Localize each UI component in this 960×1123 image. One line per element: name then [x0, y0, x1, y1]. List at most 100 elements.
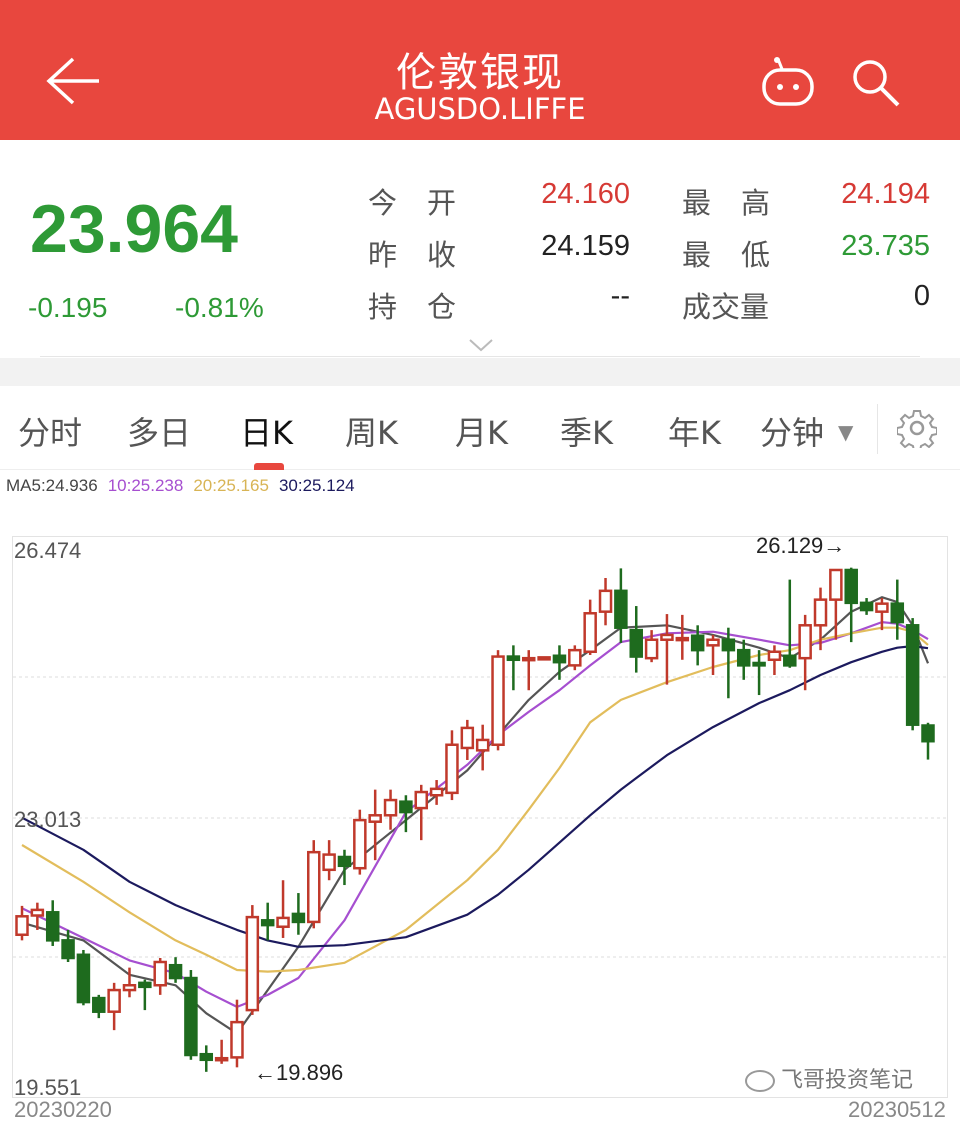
candle-body [644, 638, 659, 660]
candle [829, 568, 843, 640]
candle-body [583, 612, 597, 654]
candle-body [690, 634, 705, 652]
candle [230, 999, 244, 1068]
candle [445, 730, 459, 801]
candle-body [537, 656, 551, 661]
tab-quarterly-k[interactable]: 季K [560, 414, 613, 452]
candle [875, 598, 889, 631]
candle-body [368, 814, 382, 823]
candle [337, 849, 352, 886]
candle-body [337, 855, 352, 868]
candle [614, 568, 628, 643]
candle [291, 893, 306, 935]
candle [414, 784, 429, 841]
candle [260, 902, 275, 941]
candle-body [199, 1052, 214, 1062]
candle-body [798, 624, 812, 660]
candle [491, 650, 505, 751]
field-label: 最低 [682, 238, 801, 272]
volume-value: 0 [913, 280, 930, 312]
candle [15, 905, 29, 941]
low-value: 23.735 [841, 230, 930, 262]
page-title: 伦敦银现 [396, 50, 564, 96]
tab-yearly-k[interactable]: 年K [668, 414, 721, 452]
candle-body [307, 850, 321, 924]
candle-body [721, 638, 736, 652]
candle [399, 795, 413, 833]
divider [877, 404, 878, 454]
y-tick-label: 19.551 [14, 1075, 82, 1100]
candle-body [475, 738, 490, 752]
symbol-code: AGUSDO.LIFFE [374, 92, 586, 126]
search-icon[interactable] [850, 57, 904, 109]
tab-intraday[interactable]: 分时 [18, 414, 83, 452]
candle [844, 567, 858, 643]
candle-body [829, 568, 843, 601]
candle-body [890, 602, 905, 624]
candle-body [61, 939, 75, 960]
robot-icon[interactable] [760, 55, 816, 109]
candle [153, 957, 167, 995]
top-bar: 伦敦银现 AGUSDO.LIFFE [0, 0, 960, 140]
candle [629, 606, 643, 673]
tab-monthly-k[interactable]: 月K [455, 414, 508, 452]
ma5-value: MA5:24.936 [6, 476, 98, 495]
candle [568, 645, 582, 671]
candle [276, 880, 290, 938]
active-tab-indicator [254, 463, 284, 470]
candle [675, 614, 690, 660]
candle-body [875, 602, 889, 613]
candle [721, 627, 736, 699]
candle [660, 614, 674, 685]
candle-body [629, 628, 643, 658]
candle-body [260, 919, 275, 927]
candle-body [414, 790, 429, 810]
tab-minute[interactable]: 分钟 [760, 414, 825, 452]
candle [168, 957, 183, 983]
candle [368, 789, 382, 861]
candle [92, 994, 106, 1019]
candle [537, 656, 551, 661]
y-tick-label: 26.474 [14, 538, 82, 563]
high-value: 24.194 [841, 178, 930, 210]
candle-body [752, 661, 766, 667]
candle [138, 979, 152, 1011]
candle [783, 579, 797, 668]
candle-body [122, 984, 137, 992]
candle [506, 645, 521, 691]
candle-body [767, 650, 782, 662]
candle [214, 1039, 229, 1064]
candle [30, 902, 45, 930]
tab-multi-day[interactable]: 多日 [127, 414, 192, 452]
open-value: 24.160 [541, 178, 630, 210]
candle [76, 949, 91, 1006]
gear-icon[interactable] [897, 408, 937, 448]
ma30-value: 30:25.124 [278, 476, 355, 495]
dropdown-triangle-icon[interactable]: ▼ [838, 420, 854, 444]
candle-body [245, 915, 260, 1012]
candle [767, 645, 782, 676]
candle [107, 982, 121, 1031]
chevron-down-icon[interactable] [468, 338, 494, 352]
candle-body [614, 589, 628, 629]
price-change: -0.195 [28, 292, 108, 323]
candle [583, 599, 597, 655]
tab-daily-k[interactable]: 日K [240, 414, 293, 452]
kline-chart-frame[interactable] [12, 536, 948, 1098]
candle-body [353, 818, 367, 870]
candle-body [521, 656, 536, 662]
candle-body [291, 912, 306, 924]
field-label: 持仓 [368, 290, 487, 324]
candle [752, 650, 766, 696]
candle [521, 650, 536, 691]
arrow-left-icon[interactable] [45, 55, 101, 107]
candle-body [445, 743, 459, 795]
tab-weekly-k[interactable]: 周K [345, 414, 398, 452]
candle-body [491, 655, 505, 746]
low-annotation: ←19.896 [254, 1060, 344, 1085]
candle-body [660, 633, 674, 641]
price-change-pct: -0.81% [175, 292, 264, 323]
watermark-text: 飞哥投资笔记 [781, 1068, 914, 1093]
candle [184, 970, 198, 1060]
high-annotation: 26.129→ [756, 533, 846, 558]
